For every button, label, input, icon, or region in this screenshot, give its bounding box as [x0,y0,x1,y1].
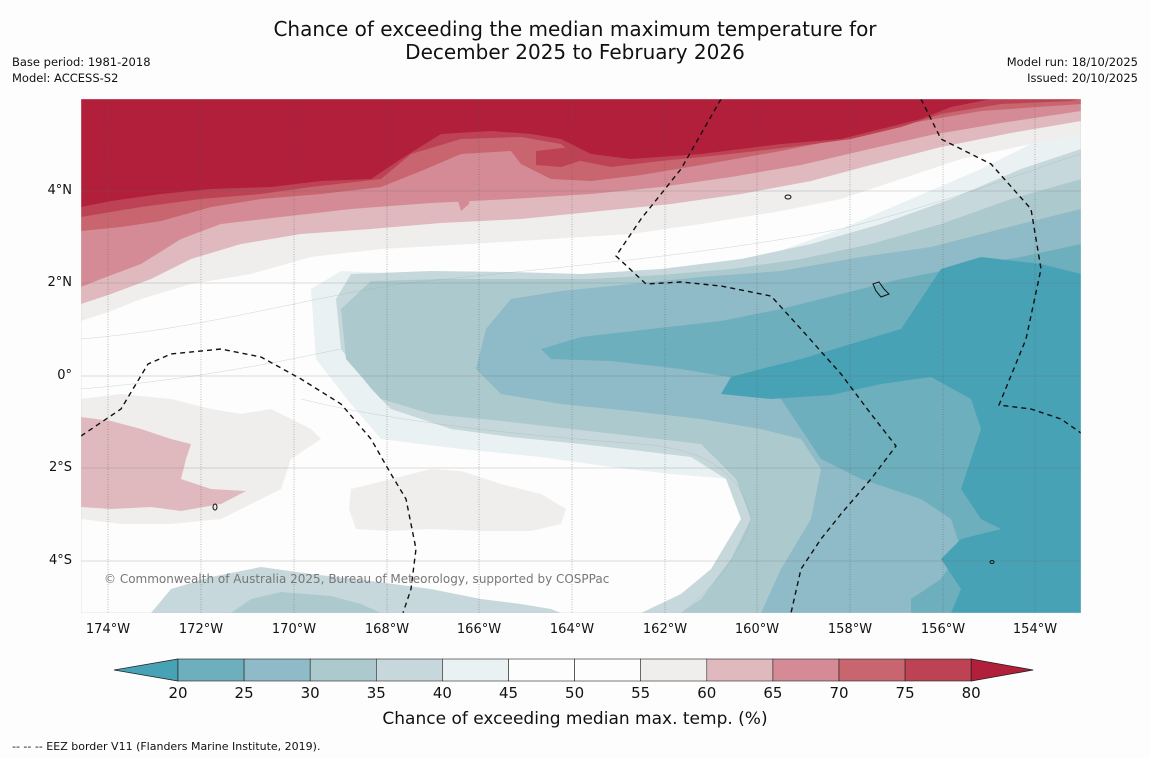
band-lt20 [721,257,1081,613]
band-60-65-west [81,417,246,511]
colorbar-segment [574,658,642,682]
colorbar-segment [508,658,575,682]
band-70-75-tongue [456,156,486,211]
band-25-30-south [231,592,381,613]
x-tick-label: 162°W [642,622,688,637]
colorbar-tick-label: 65 [763,684,783,702]
forecast-map [81,99,1081,613]
y-tick-label: 0° [57,368,72,383]
islands [212,194,995,564]
x-tick-label: 168°W [364,622,410,637]
colorbar-tick-label: 70 [829,684,849,702]
colorbar-tick-label: 80 [961,684,981,702]
band-55-60-centre [349,469,566,531]
base-period: Base period: 1981-2018 [12,55,151,69]
graticule [81,99,1081,613]
colorbar-segment [243,658,311,682]
meta-right: Model run: 18/10/2025 Issued: 20/10/2025 [1007,54,1138,86]
colorbar-segment [904,658,972,682]
colorbar-label: Chance of exceeding median max. temp. (%… [382,709,768,729]
colorbar-extend-high [970,658,1034,682]
colorbar-tick-label: 60 [697,684,717,702]
eez-footnote: -- -- -- EEZ border V11 (Flanders Marine… [12,740,321,753]
x-tick-label: 172°W [178,622,224,637]
colorbar-tick-label: 25 [234,684,254,702]
colorbar-segment [442,658,509,682]
x-tick-label: 158°W [827,622,873,637]
colorbar-tick-label: 20 [168,684,188,702]
colorbar-extend-low [113,658,179,682]
y-tick-label: 2°S [48,460,72,475]
title-line-2: December 2025 to February 2026 [405,40,745,64]
colorbar-segment [640,658,708,682]
colorbar-tick-label: 35 [366,684,386,702]
band-75-80-pocket [536,147,586,167]
colorbar-segment [838,658,906,682]
y-tick-label: 2°N [47,275,73,290]
island-west [212,503,218,511]
chart-title: Chance of exceeding the median maximum t… [0,18,1150,64]
contour-lines [81,153,1081,613]
model-run: Model run: 18/10/2025 [1006,55,1138,69]
colorbar-tick-label: 55 [631,684,651,702]
colorbar-segment [309,658,377,682]
copyright-notice: © Commonwealth of Australia 2025, Bureau… [104,572,610,586]
x-tick-label: 160°W [734,622,780,637]
x-tick-label: 154°W [1012,622,1058,637]
colorbar-tick-label: 50 [565,684,585,702]
colorbar-segment [177,658,245,682]
colorbar-tick-label: 40 [432,684,452,702]
colorbar-segment [375,658,443,682]
band-gt80-north [81,99,1081,207]
x-tick-label: 164°W [549,622,595,637]
y-tick-label: 4°S [48,553,72,568]
x-tick-label: 170°W [271,622,317,637]
colorbar-tick-label: 75 [895,684,915,702]
x-tick-label: 166°W [456,622,502,637]
colorbar-tick-label: 30 [300,684,320,702]
colorbar-tick-label: 45 [498,684,519,702]
y-tick-label: 4°N [47,183,73,198]
x-tick-label: 156°W [920,622,966,637]
island-kiritimati [872,281,890,298]
island-north [784,194,792,200]
eez-border [81,99,1081,613]
x-tick-label: 174°W [85,622,131,637]
colorbar-segment [772,658,840,682]
colorbar [113,658,1034,682]
meta-left: Base period: 1981-2018 Model: ACCESS-S2 [12,54,151,86]
title-line-1: Chance of exceeding the median maximum t… [273,17,877,41]
model-name: Model: ACCESS-S2 [12,71,119,85]
island-south [989,560,995,564]
issued-date: Issued: 20/10/2025 [1027,71,1138,85]
colorbar-segment [706,658,774,682]
